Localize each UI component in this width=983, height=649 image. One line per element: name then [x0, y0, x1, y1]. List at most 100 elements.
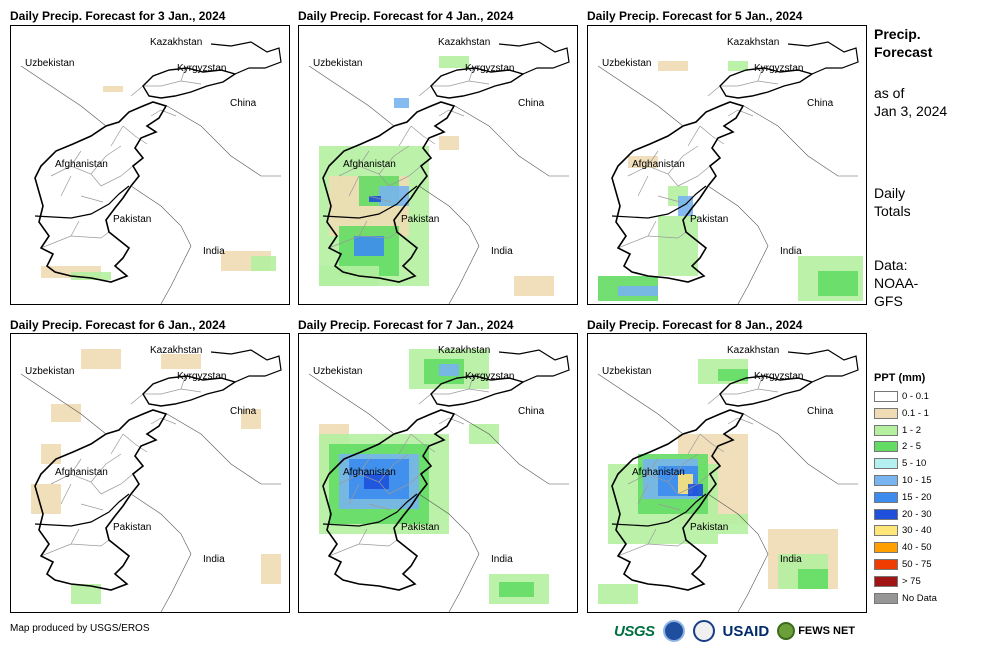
- legend-swatch: [874, 592, 898, 604]
- map-label-china: China: [807, 98, 834, 109]
- sidebar-data-source: Data: NOAA- GFS: [874, 256, 918, 310]
- province-boundary: [80, 195, 104, 203]
- province-boundary: [727, 417, 754, 425]
- precip-cell: [439, 56, 469, 68]
- precip-cell: [369, 196, 381, 202]
- precip-cell: [798, 569, 828, 589]
- kyrgyzstan-outline: [142, 375, 237, 407]
- panel-title-3: Daily Precip. Forecast for 5 Jan., 2024: [587, 9, 803, 23]
- legend-item: 0.1 - 1: [874, 407, 929, 420]
- country-border: [418, 185, 480, 304]
- legend-label: 40 - 50: [902, 542, 932, 554]
- country-border: [308, 373, 395, 435]
- afghanistan-pakistan-outline: [611, 101, 745, 283]
- legend-item: 20 - 30: [874, 508, 932, 521]
- province-boundary: [110, 125, 124, 147]
- map-panel-1: Kazakhstan Uzbekistan Kyrgyzstan China Afgha…: [10, 25, 290, 305]
- legend-label: 1 - 2: [902, 424, 922, 436]
- country-border: [454, 105, 569, 177]
- province-boundary: [122, 433, 148, 453]
- sidebar-title: Precip. Forecast: [874, 25, 932, 61]
- province-boundary: [667, 145, 699, 175]
- legend-item: 0 - 0.1: [874, 390, 929, 403]
- province-boundary: [358, 458, 370, 475]
- map-label-pakistan: Pakistan: [690, 522, 728, 533]
- province-boundary: [657, 195, 681, 203]
- map-label-china: China: [807, 406, 834, 417]
- map-label-kazakhstan: Kazakhstan: [150, 345, 202, 356]
- legend-label: 5 - 10: [902, 458, 927, 470]
- sidebar-title-line2: Forecast: [874, 44, 933, 60]
- province-boundary: [60, 175, 72, 197]
- province-boundary: [448, 388, 490, 395]
- precip-cell: [718, 514, 748, 534]
- precip-cell: [658, 61, 688, 71]
- legend-swatch: [874, 525, 898, 537]
- map-label-uzbekistan: Uzbekistan: [25, 366, 74, 377]
- map-label-uzbekistan: Uzbekistan: [25, 58, 74, 69]
- afghanistan-pakistan-outline: [322, 409, 456, 591]
- afghanistan-pakistan-border: [322, 493, 418, 527]
- map-panel-4: Kazakhstan Uzbekistan Kyrgyzstan China Afgha…: [10, 333, 290, 613]
- province-boundary: [70, 528, 80, 545]
- map-label-kyrgyzstan: Kyrgyzstan: [177, 63, 226, 74]
- map-label-afghanistan: Afghanistan: [343, 467, 396, 478]
- afghanistan-pakistan-border: [34, 185, 130, 219]
- map-label-china: China: [230, 406, 257, 417]
- province-boundary: [358, 150, 370, 167]
- legend-label: 20 - 30: [902, 508, 932, 520]
- precip-cell: [439, 364, 459, 376]
- province-boundary: [348, 175, 360, 197]
- legend-item: 15 - 20: [874, 491, 932, 504]
- province-boundary: [410, 125, 436, 145]
- legend-label: No Data: [902, 592, 937, 604]
- map-label-afghanistan: Afghanistan: [55, 159, 108, 170]
- map-label-afghanistan: Afghanistan: [632, 467, 685, 478]
- usaid-logo: USAID: [722, 622, 770, 640]
- map-label-kazakhstan: Kazakhstan: [150, 37, 202, 48]
- kazakhstan-border: [210, 41, 282, 75]
- kazakhstan-border: [498, 349, 570, 383]
- legend-label: 2 - 5: [902, 441, 922, 453]
- precip-cell: [261, 554, 281, 584]
- map-label-india: India: [491, 554, 513, 565]
- globe-icon: [777, 622, 796, 640]
- logo-bar: USGS USAID FEWS NET: [614, 618, 855, 644]
- legend-label: 30 - 40: [902, 525, 932, 537]
- province-boundary: [388, 165, 422, 187]
- map-panel-3: Kazakhstan Uzbekistan Kyrgyzstan China Afgha…: [587, 25, 867, 305]
- precip-cell: [439, 136, 459, 150]
- boundaries-layer: [308, 349, 570, 612]
- precip-cell: [688, 484, 703, 496]
- legend-swatch: [874, 508, 898, 520]
- map-label-kazakhstan: Kazakhstan: [727, 345, 779, 356]
- map-panel-6: Kazakhstan Uzbekistan Kyrgyzstan China Afgha…: [587, 333, 867, 613]
- country-border: [130, 185, 192, 304]
- afghanistan-pakistan-border: [611, 185, 707, 219]
- map-label-uzbekistan: Uzbekistan: [313, 366, 362, 377]
- precip-layer: [319, 56, 554, 296]
- map-label-kyrgyzstan: Kyrgyzstan: [177, 371, 226, 382]
- province-boundary: [50, 473, 102, 495]
- legend-swatch: [874, 441, 898, 453]
- country-border: [166, 105, 281, 177]
- credit-text: Map produced by USGS/EROS: [10, 623, 150, 634]
- map-label-uzbekistan: Uzbekistan: [313, 58, 362, 69]
- country-border: [20, 373, 107, 435]
- map-label-kazakhstan: Kazakhstan: [727, 37, 779, 48]
- precip-cell: [251, 256, 276, 271]
- precip-cell: [618, 286, 658, 296]
- map-label-pakistan: Pakistan: [113, 522, 151, 533]
- kazakhstan-border: [787, 41, 859, 75]
- precip-cell: [394, 98, 409, 108]
- precip-cell: [728, 61, 748, 71]
- country-border: [20, 65, 107, 127]
- province-boundary: [677, 165, 711, 187]
- map-panel-2: Kazakhstan Uzbekistan Kyrgyzstan China Afgha…: [298, 25, 578, 305]
- panel-title-4: Daily Precip. Forecast for 6 Jan., 2024: [10, 318, 226, 332]
- legend-label: > 75: [902, 575, 921, 587]
- legend-label: 50 - 75: [902, 559, 932, 570]
- province-boundary: [388, 539, 398, 547]
- precip-cell: [628, 156, 658, 168]
- sidebar-data-line2: NOAA-: [874, 275, 919, 291]
